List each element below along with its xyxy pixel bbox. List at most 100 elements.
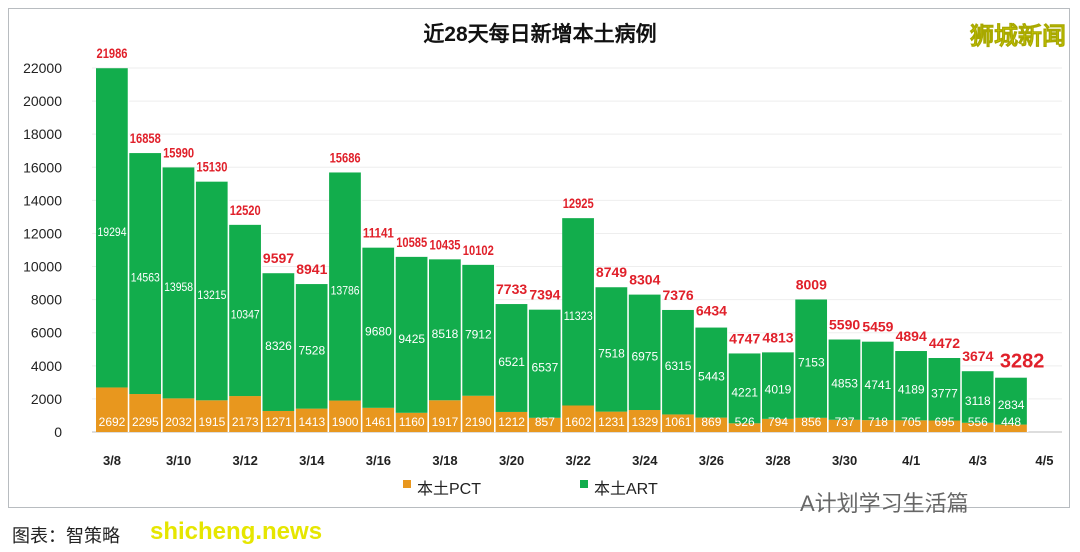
data-label-pct: 2295: [132, 415, 159, 429]
data-label-total: 3282: [1000, 351, 1045, 373]
bar-pct: [395, 412, 428, 432]
y-tick-label: 14000: [23, 192, 62, 208]
data-label-total: 8304: [629, 272, 660, 288]
bar-art: [329, 172, 362, 401]
data-label-total: 7733: [496, 281, 527, 297]
bar-art: [295, 284, 328, 409]
bar-pct: [129, 394, 162, 432]
data-label-total: 12520: [230, 202, 261, 218]
y-tick-label: 20000: [23, 93, 62, 109]
x-tick-label: 3/16: [366, 453, 391, 468]
data-label-total: 3674: [962, 348, 993, 364]
data-label-total: 8941: [296, 261, 327, 277]
legend-label: 本土PCT: [417, 480, 481, 498]
data-label-pct: 1413: [298, 415, 325, 429]
data-label-total: 8009: [796, 276, 827, 292]
x-tick-label: 3/10: [166, 453, 191, 468]
data-label-pct: 856: [801, 415, 821, 429]
data-label-art: 9425: [398, 332, 425, 346]
bar-pct: [528, 417, 561, 432]
data-label-art: 7528: [298, 343, 325, 357]
caption: 图表：智策略: [12, 526, 120, 546]
data-label-total: 4894: [896, 328, 927, 344]
legend-swatch: [580, 480, 588, 488]
data-label-pct: 1900: [332, 415, 359, 429]
x-tick-label: 3/14: [299, 453, 325, 468]
x-tick-label: 3/30: [832, 453, 857, 468]
data-label-total: 10585: [396, 234, 427, 250]
bar-pct: [229, 396, 262, 432]
y-tick-label: 6000: [31, 325, 62, 341]
x-tick-label: 3/20: [499, 453, 524, 468]
data-label-pct: 695: [934, 415, 954, 429]
x-tick-label: 3/22: [566, 453, 591, 468]
data-label-art: 10347: [231, 307, 260, 321]
data-label-pct: 1461: [365, 415, 392, 429]
data-label-art: 3777: [931, 386, 958, 400]
brand-logo: 狮城新闻: [970, 23, 1067, 51]
data-label-art: 9680: [365, 325, 392, 339]
data-label-pct: 869: [701, 415, 721, 429]
data-label-total: 5459: [862, 319, 893, 335]
x-tick-label: 4/1: [902, 453, 920, 468]
chart-frame: [8, 8, 1070, 508]
data-label-art: 4853: [831, 377, 858, 391]
watermark: shicheng.news: [150, 518, 323, 545]
bar-art: [628, 294, 661, 411]
bar-pct: [295, 408, 328, 432]
data-label-pct: 2692: [99, 415, 126, 429]
data-label-total: 16858: [130, 130, 161, 146]
data-label-total: 5590: [829, 317, 860, 333]
data-label-total: 4813: [762, 329, 793, 345]
data-label-total: 6434: [696, 303, 727, 319]
bar-art: [861, 341, 894, 421]
bar-pct: [728, 423, 761, 432]
bar-art: [262, 273, 295, 411]
bar-art: [229, 224, 262, 397]
bar-art: [662, 309, 695, 415]
bar-art: [961, 371, 994, 423]
bar-pct: [162, 398, 195, 432]
bar-art: [995, 377, 1028, 425]
data-label-pct: 1160: [399, 415, 425, 429]
bar-pct: [961, 422, 994, 432]
bar-pct: [928, 420, 961, 432]
bar-pct: [662, 414, 695, 432]
data-label-pct: 2190: [465, 415, 492, 429]
data-label-total: 15130: [196, 159, 227, 175]
bar-pct: [462, 395, 495, 432]
y-tick-label: 22000: [23, 60, 62, 76]
bar-art: [795, 299, 828, 418]
y-tick-label: 0: [54, 424, 62, 440]
data-label-art: 6975: [631, 349, 658, 363]
data-label-pct: 794: [768, 415, 788, 429]
y-tick-label: 4000: [31, 358, 62, 374]
data-label-art: 11323: [564, 309, 593, 323]
data-label-pct: 1212: [498, 415, 525, 429]
legend-label: 本土ART: [594, 480, 658, 498]
data-label-pct: 857: [535, 415, 555, 429]
bar-art: [695, 327, 728, 418]
bar-art: [462, 264, 495, 396]
data-label-art: 8326: [265, 339, 292, 353]
bar-art: [129, 153, 162, 395]
data-label-pct: 1602: [565, 415, 592, 429]
y-tick-label: 2000: [31, 391, 62, 407]
bar-pct: [795, 417, 828, 432]
bar-art: [528, 309, 561, 418]
data-label-total: 10102: [463, 242, 494, 258]
bar-pct: [429, 400, 461, 432]
bar-pct: [495, 411, 528, 432]
data-label-total: 7394: [529, 287, 560, 303]
data-label-pct: 1231: [598, 415, 625, 429]
data-label-art: 4189: [898, 383, 925, 397]
data-label-total: 7376: [663, 287, 694, 303]
data-label-art: 7153: [798, 356, 825, 370]
legend-swatch: [403, 480, 411, 488]
bar-art: [895, 351, 928, 421]
data-label-total: 9597: [263, 250, 294, 266]
x-tick-label: 3/26: [699, 453, 724, 468]
data-label-art: 4221: [731, 385, 758, 399]
data-label-art: 4019: [765, 383, 792, 397]
data-label-art: 19294: [98, 225, 127, 239]
